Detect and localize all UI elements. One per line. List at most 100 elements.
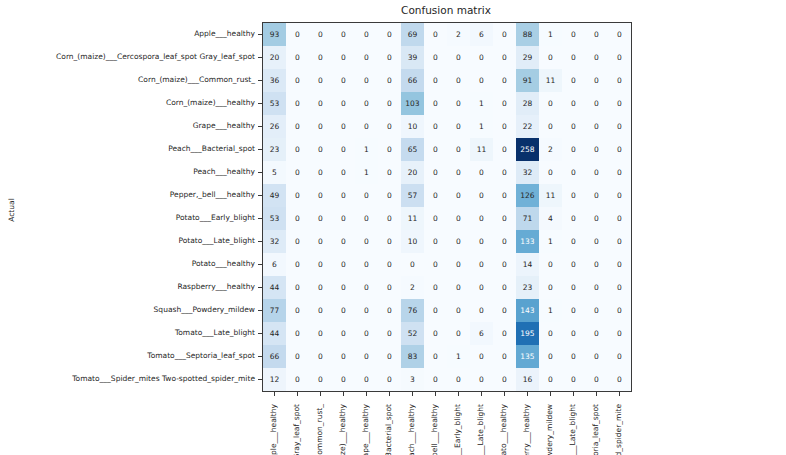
x-tick-mark <box>389 392 390 396</box>
y-tick-label: Raspberry___healthy <box>177 275 255 298</box>
matrix-cell: 0 <box>286 299 309 322</box>
matrix-cell: 0 <box>562 345 585 368</box>
matrix-cell: 0 <box>585 368 608 391</box>
matrix-cell: 0 <box>585 23 608 46</box>
matrix-cell: 2 <box>447 23 470 46</box>
matrix-cell: 0 <box>493 184 516 207</box>
matrix-cell: 0 <box>424 23 447 46</box>
matrix-cell: 0 <box>608 368 631 391</box>
matrix-cell: 0 <box>585 230 608 253</box>
matrix-cell: 0 <box>493 276 516 299</box>
matrix-cell: 2 <box>539 138 562 161</box>
y-tick-mark <box>258 126 262 127</box>
matrix-cell: 0 <box>585 299 608 322</box>
matrix-cell: 0 <box>332 161 355 184</box>
matrix-cell: 0 <box>447 115 470 138</box>
matrix-cell: 0 <box>309 23 332 46</box>
matrix-cell: 0 <box>332 322 355 345</box>
matrix-cell: 0 <box>332 69 355 92</box>
matrix-cell: 0 <box>608 299 631 322</box>
matrix-cell: 0 <box>470 69 493 92</box>
matrix-cell: 0 <box>286 207 309 230</box>
x-tick-label-text: Peach___Bacterial_spot <box>384 404 393 455</box>
matrix-cell: 0 <box>585 69 608 92</box>
matrix-cell: 71 <box>516 207 539 230</box>
y-tick-label: Apple___healthy <box>194 22 255 45</box>
y-tick-mark <box>258 80 262 81</box>
matrix-cell: 6 <box>263 253 286 276</box>
matrix-cell: 0 <box>309 299 332 322</box>
x-tick-mark <box>573 392 574 396</box>
x-tick-mark <box>504 392 505 396</box>
matrix-cell: 0 <box>608 230 631 253</box>
matrix-cell: 49 <box>263 184 286 207</box>
matrix-cell: 0 <box>378 115 401 138</box>
chart-title: Confusion matrix <box>262 4 630 16</box>
y-tick-mark <box>258 103 262 104</box>
matrix-cell: 0 <box>470 184 493 207</box>
matrix-cell: 0 <box>332 345 355 368</box>
matrix-cell: 0 <box>447 368 470 391</box>
matrix-cell: 0 <box>470 299 493 322</box>
x-tick-label-text: Apple___healthy <box>269 404 278 455</box>
matrix-cell: 0 <box>539 276 562 299</box>
matrix-cell: 0 <box>562 253 585 276</box>
y-tick-mark <box>258 356 262 357</box>
y-tick-label: Peach___healthy <box>193 160 255 183</box>
x-tick-mark <box>527 392 528 396</box>
matrix-cell: 0 <box>562 322 585 345</box>
matrix-cell: 0 <box>562 115 585 138</box>
confusion-matrix-figure: Confusion matrix Actual 9300000690260881… <box>0 0 786 455</box>
matrix-cell: 0 <box>585 276 608 299</box>
matrix-cell: 0 <box>539 46 562 69</box>
matrix-cell: 0 <box>539 161 562 184</box>
x-tick-mark <box>297 392 298 396</box>
matrix-cell: 6 <box>470 322 493 345</box>
matrix-cell: 0 <box>309 368 332 391</box>
matrix-cell: 0 <box>562 23 585 46</box>
x-tick-label-text: Raspberry___healthy <box>522 404 531 455</box>
matrix-cell: 0 <box>286 46 309 69</box>
y-tick-label: Peach___Bacterial_spot <box>168 137 255 160</box>
matrix-cell: 0 <box>562 46 585 69</box>
matrix-cell: 0 <box>447 207 470 230</box>
matrix-cell: 195 <box>516 322 539 345</box>
matrix-cell: 32 <box>263 230 286 253</box>
matrix-cell: 83 <box>401 345 424 368</box>
matrix-cell: 44 <box>263 276 286 299</box>
x-tick-mark <box>366 392 367 396</box>
matrix-cell: 0 <box>286 23 309 46</box>
x-tick-mark <box>596 392 597 396</box>
matrix-cell: 0 <box>378 322 401 345</box>
matrix-cell: 0 <box>447 69 470 92</box>
y-tick-mark <box>258 57 262 58</box>
x-tick-label-text: Corn_(maize)___healthy <box>338 404 347 455</box>
matrix-cell: 14 <box>516 253 539 276</box>
matrix-cell: 0 <box>378 23 401 46</box>
matrix-cell: 143 <box>516 299 539 322</box>
matrix-cell: 0 <box>585 46 608 69</box>
matrix-cell: 0 <box>309 115 332 138</box>
matrix-cell: 0 <box>286 115 309 138</box>
matrix-cell: 0 <box>539 253 562 276</box>
matrix-cell: 0 <box>309 184 332 207</box>
matrix-cell: 0 <box>424 115 447 138</box>
matrix-cell: 0 <box>539 322 562 345</box>
y-tick-mark <box>258 172 262 173</box>
y-tick-mark <box>258 379 262 380</box>
matrix-cell: 28 <box>516 92 539 115</box>
matrix-cell: 2 <box>401 276 424 299</box>
matrix-cell: 0 <box>424 46 447 69</box>
matrix-cell: 0 <box>470 276 493 299</box>
matrix-cell: 11 <box>401 207 424 230</box>
matrix-cell: 0 <box>378 69 401 92</box>
matrix-cell: 0 <box>355 345 378 368</box>
matrix-cell: 57 <box>401 184 424 207</box>
matrix-cell: 0 <box>493 92 516 115</box>
y-tick-mark <box>258 333 262 334</box>
matrix-cell: 0 <box>355 368 378 391</box>
matrix-cell: 0 <box>355 322 378 345</box>
matrix-cell: 0 <box>286 368 309 391</box>
matrix-cell: 0 <box>493 69 516 92</box>
matrix-cell: 3 <box>401 368 424 391</box>
